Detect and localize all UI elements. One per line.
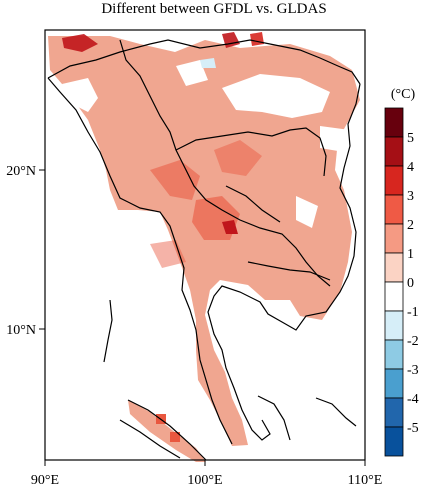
max-anomaly xyxy=(222,220,238,234)
country-borders xyxy=(47,39,361,461)
hotspot-north-3 xyxy=(250,32,264,46)
colorbar-swatch xyxy=(384,281,404,312)
temperature-difference-field xyxy=(48,32,360,462)
colorbar-unit: (°C) xyxy=(391,87,416,102)
lon-tick-90: 90°E xyxy=(31,473,59,488)
colorbar-label: 1 xyxy=(407,247,414,262)
neutral-area-east xyxy=(320,126,350,152)
colorbar-label: -2 xyxy=(407,334,419,349)
colorbar-swatch xyxy=(384,310,404,341)
lat-tick-20: 20°N xyxy=(6,164,36,179)
colorbar-label: 4 xyxy=(407,160,414,175)
lon-tick-110: 110°E xyxy=(348,473,383,488)
colorbar-swatch xyxy=(384,107,404,138)
neutral-area-ne xyxy=(176,60,208,86)
colorbar-swatch xyxy=(384,136,404,167)
axis-ticks xyxy=(39,169,366,466)
colorbar-swatch xyxy=(384,339,404,370)
colorbar-label: 2 xyxy=(407,218,414,233)
hotspot-north-1 xyxy=(62,34,98,52)
colorbar-label: -3 xyxy=(407,363,419,378)
colorbar: 5 4 3 2 1 0 -1 -2 -3 -4 -5 xyxy=(384,107,419,457)
colorbar-label: 0 xyxy=(407,276,414,291)
colorbar-label: 3 xyxy=(407,189,414,204)
colorbar-swatch xyxy=(384,252,404,283)
hotspot-sumatra-2 xyxy=(170,432,180,442)
strong-anomaly-1 xyxy=(150,160,200,200)
colorbar-label: 5 xyxy=(407,131,414,146)
lat-tick-10: 10°N xyxy=(6,323,36,338)
neutral-area-northwest xyxy=(62,78,98,112)
colorbar-swatch xyxy=(384,165,404,196)
strong-anomaly-3 xyxy=(214,140,262,176)
map-title: Different between GFDL vs. GLDAS xyxy=(101,1,327,17)
colorbar-swatch xyxy=(384,397,404,428)
neutral-area-north xyxy=(222,74,330,118)
colorbar-label: -1 xyxy=(407,305,419,320)
colorbar-swatch xyxy=(384,194,404,225)
cool-spot xyxy=(200,58,216,68)
warm-region-sumatra xyxy=(128,400,206,462)
colorbar-label: -4 xyxy=(407,392,419,407)
warm-region-mainland xyxy=(48,36,360,446)
neutral-area-coast xyxy=(296,196,318,228)
colorbar-swatch xyxy=(384,426,404,457)
lon-tick-100: 100°E xyxy=(187,473,222,488)
colorbar-label: -5 xyxy=(407,421,419,436)
colorbar-swatch xyxy=(384,223,404,254)
colorbar-swatch xyxy=(384,368,404,399)
